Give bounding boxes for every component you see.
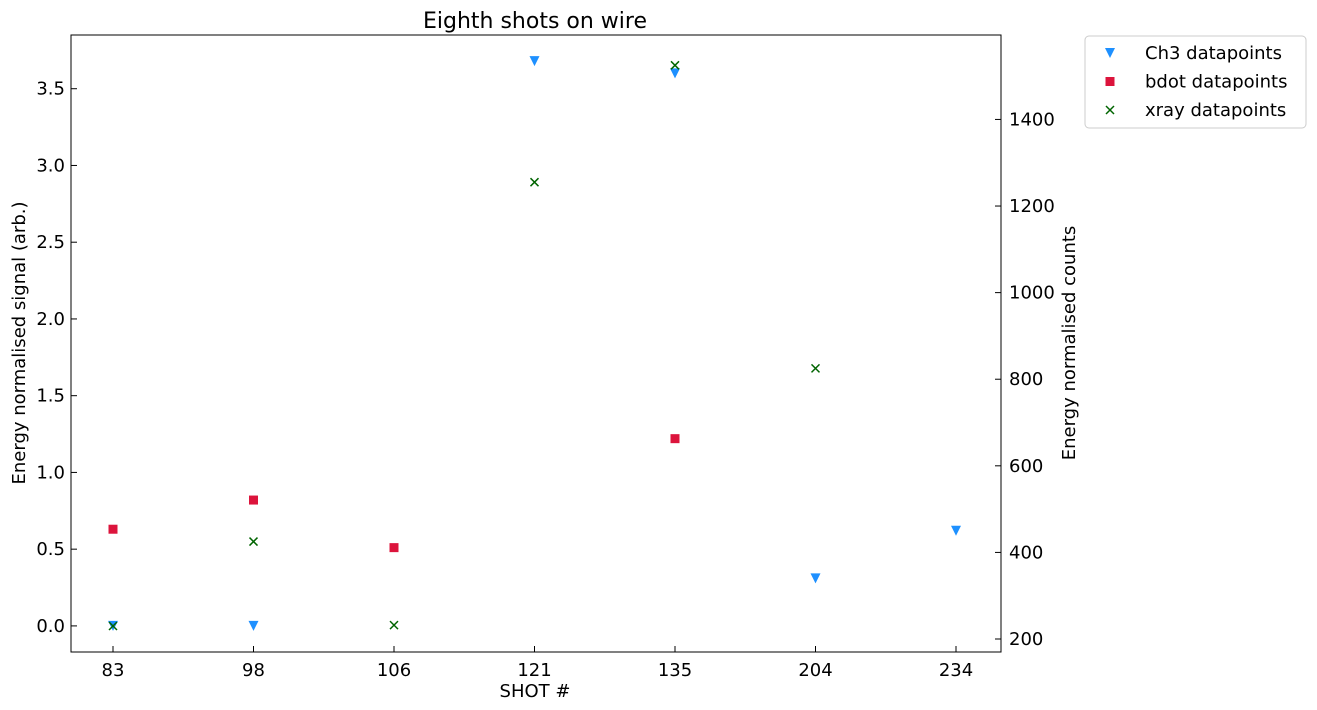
y-right-tick-label: 1400: [1009, 109, 1055, 130]
data-point: [670, 434, 680, 444]
legend-marker: [1105, 48, 1115, 58]
x-tick-label: 135: [658, 660, 692, 681]
data-point: [670, 60, 680, 70]
legend-label: xray datapoints: [1145, 100, 1286, 121]
data-marks: [108, 56, 961, 631]
legend: Ch3 datapoints bdot datapoints xray datapo…: [1084, 35, 1307, 129]
y-left-tick-label: 2.0: [36, 309, 65, 330]
data-point: [670, 68, 680, 79]
plot-area: [70, 34, 1002, 653]
series-bdot-datapoints: [108, 434, 680, 553]
y-axis-left-label: Energy normalised signal (arb.): [9, 202, 30, 485]
y-left-tick-label: 3.0: [36, 155, 65, 176]
data-point: [249, 495, 258, 505]
y-left-tick-label: 2.5: [36, 232, 65, 253]
data-point: [389, 620, 399, 630]
x-axis: 83 98 106 121 135 204 234: [102, 646, 973, 681]
data-point: [810, 573, 821, 584]
legend-label: Ch3 datapoints: [1145, 43, 1282, 64]
data-point: [951, 525, 961, 536]
y-right-tick-label: 200: [1009, 629, 1043, 650]
data-point: [529, 56, 540, 67]
data-point: [248, 537, 259, 547]
y-left-tick-label: 1.5: [36, 386, 65, 407]
y-left-tick-label: 1.0: [36, 462, 65, 483]
data-point: [108, 524, 118, 534]
data-point: [810, 363, 821, 373]
x-tick-label: 98: [242, 660, 265, 681]
data-point: [108, 621, 118, 631]
x-tick-label: 106: [377, 660, 411, 681]
y-axis-right: 200 400 600 800 1000 1200 1400: [995, 109, 1055, 650]
legend-box: [1084, 35, 1307, 129]
x-tick-label: 121: [517, 660, 551, 681]
data-point: [529, 177, 540, 187]
legend-label: bdot datapoints: [1145, 72, 1287, 93]
y-right-tick-label: 800: [1009, 369, 1043, 390]
y-left-tick-label: 0.0: [36, 616, 65, 637]
legend-marker: [1105, 105, 1115, 115]
legend-marker: [1105, 77, 1115, 86]
y-axis-right-label: Energy normalised counts: [1059, 226, 1080, 461]
series-ch3-datapoints: [108, 56, 961, 631]
data-point: [389, 543, 399, 553]
x-tick-label: 83: [102, 660, 125, 681]
y-right-tick-label: 400: [1009, 542, 1043, 563]
y-left-tick-label: 0.5: [36, 539, 65, 560]
y-right-tick-label: 1200: [1009, 196, 1055, 217]
y-left-tick-label: 3.5: [36, 79, 65, 100]
data-point: [248, 620, 259, 631]
x-axis-label: SHOT #: [500, 681, 571, 702]
series-xray-datapoints: [108, 60, 821, 631]
y-right-tick-label: 1000: [1009, 283, 1055, 304]
chart-title: Eighth shots on wire: [423, 9, 647, 34]
x-tick-label: 204: [798, 660, 832, 681]
x-tick-label: 234: [939, 660, 973, 681]
y-axis-left: 0.0 0.5 1.0 1.5 2.0 2.5 3.0 3.5: [36, 79, 77, 637]
y-right-tick-label: 600: [1009, 456, 1043, 477]
